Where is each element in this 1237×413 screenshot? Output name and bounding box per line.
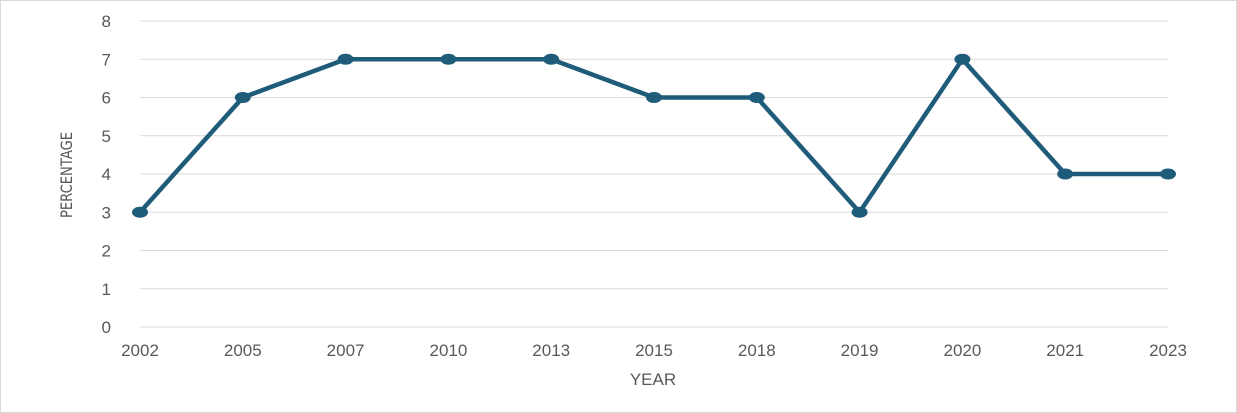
- x-tick-labels: 2002 2005 2007 2010 2013 2015 2018 2019 2020 2021…: [121, 341, 1187, 360]
- x-tick-label: 2020: [943, 341, 981, 360]
- x-tick-label: 2007: [327, 341, 365, 360]
- x-tick-label: 2021: [1046, 341, 1084, 360]
- data-point: [646, 92, 662, 103]
- y-tick-label: 7: [102, 50, 111, 69]
- series-layer: [132, 53, 1176, 218]
- x-tick-label: 2013: [532, 341, 570, 360]
- y-tick-label: 3: [102, 203, 111, 222]
- x-tick-label: 2010: [429, 341, 467, 360]
- y-tick-label: 2: [102, 242, 111, 261]
- y-tick-labels: 0 1 2 3 4 5 6 7 8: [102, 12, 111, 337]
- y-tick-label: 5: [102, 127, 111, 146]
- y-tick-label: 0: [102, 318, 111, 337]
- data-point: [132, 206, 148, 218]
- x-axis-title: YEAR: [630, 370, 676, 389]
- y-tick-label: 4: [102, 165, 111, 184]
- x-tick-label: 2018: [738, 341, 776, 360]
- data-point: [234, 92, 251, 103]
- y-tick-label: 8: [102, 12, 111, 31]
- data-point: [337, 53, 354, 65]
- data-point: [440, 53, 457, 65]
- x-tick-label: 2023: [1149, 341, 1187, 360]
- y-tick-label: 6: [102, 89, 111, 108]
- data-point: [1057, 168, 1074, 180]
- y-tick-label: 1: [102, 280, 111, 299]
- x-tick-label: 2019: [841, 341, 879, 360]
- x-tick-label: 2015: [635, 341, 673, 360]
- data-point: [954, 53, 971, 65]
- gridlines: [140, 20, 1168, 328]
- y-axis-title: PERCENTAGE: [58, 132, 77, 218]
- x-tick-label: 2002: [121, 341, 159, 360]
- data-point: [748, 92, 765, 103]
- x-tick-label: 2005: [224, 341, 262, 360]
- data-point: [1160, 168, 1176, 180]
- data-point: [851, 206, 868, 218]
- data-point: [543, 53, 560, 65]
